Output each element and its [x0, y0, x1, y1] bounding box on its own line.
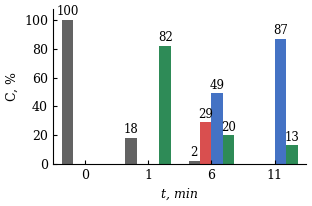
Text: 13: 13	[285, 131, 299, 144]
Bar	[125, 138, 137, 164]
X-axis label: t, min: t, min	[161, 187, 198, 200]
Bar	[223, 135, 234, 164]
Bar	[159, 46, 171, 164]
Text: 49: 49	[210, 79, 225, 92]
Text: 100: 100	[56, 5, 79, 18]
Bar	[62, 20, 73, 164]
Text: 87: 87	[273, 24, 288, 37]
Bar	[286, 145, 298, 164]
Text: 82: 82	[158, 31, 173, 44]
Bar	[275, 39, 286, 164]
Text: 20: 20	[221, 121, 236, 133]
Bar	[200, 122, 212, 164]
Y-axis label: C, %: C, %	[6, 72, 18, 101]
Bar	[212, 94, 223, 164]
Bar	[188, 161, 200, 164]
Text: 29: 29	[198, 108, 213, 121]
Text: 2: 2	[191, 146, 198, 159]
Text: 18: 18	[124, 123, 138, 136]
